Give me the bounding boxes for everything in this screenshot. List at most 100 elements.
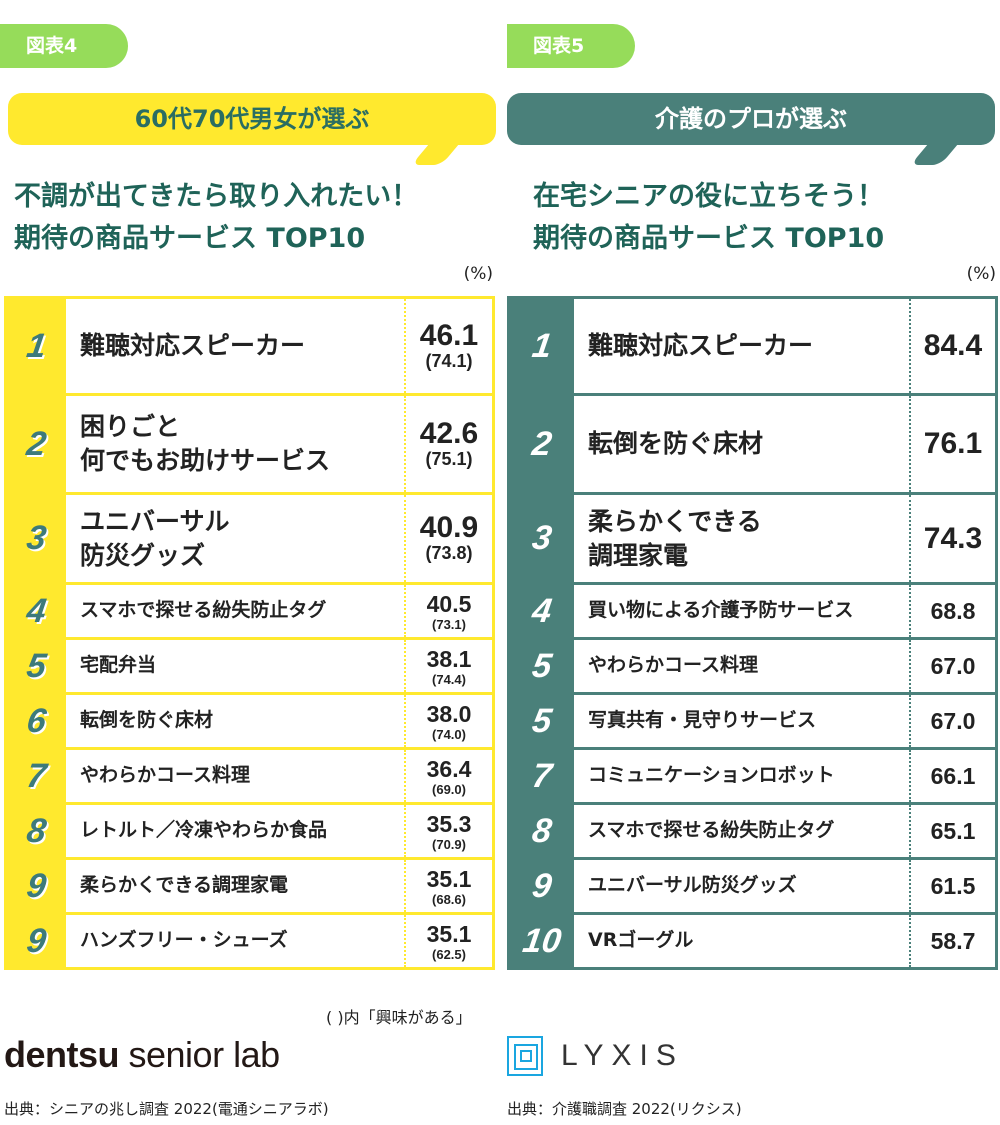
table-row: 6 転倒を防ぐ床材 38.0 (74.0) xyxy=(7,692,492,747)
value: 84.4 xyxy=(923,329,983,362)
source-right: 出典：介護職調査 2022(リクシス) xyxy=(507,1100,742,1118)
value-cell: 40.5 (73.1) xyxy=(404,585,492,637)
unit-label: (%) xyxy=(463,264,493,284)
bubble-text: 介護のプロが選ぶ xyxy=(655,105,847,133)
value-cell: 67.0 xyxy=(909,695,995,747)
lyxis-mark-icon xyxy=(507,1036,543,1076)
table-row: 4 スマホで探せる紛失防止タグ 40.5 (73.1) xyxy=(7,582,492,637)
value: 74.3 xyxy=(923,521,983,555)
heading-line: 期待の商品サービス TOP10 xyxy=(533,223,885,254)
table-row: 3 柔らかくできる 調理家電 74.3 xyxy=(510,492,995,582)
item-name: 買い物による介護予防サービス xyxy=(574,585,909,637)
heading: 不調が出てきたら取り入れたい！ 期待の商品サービス TOP10 xyxy=(14,176,418,260)
heading-line: 在宅シニアの役に立ちそう！ xyxy=(533,181,884,212)
value: 40.9 xyxy=(419,511,479,544)
table-row: 10 VRゴーグル 58.7 xyxy=(510,912,995,967)
item-name: 転倒を防ぐ床材 xyxy=(574,396,909,492)
value-cell: 66.1 xyxy=(909,750,995,802)
item-name: 困りごと 何でもお助けサービス xyxy=(66,396,404,492)
table-row: 5 写真共有・見守りサービス 67.0 xyxy=(510,692,995,747)
interest-value: (74.0) xyxy=(432,727,466,742)
value: 65.1 xyxy=(930,817,976,844)
rank-number: 8 xyxy=(24,811,49,850)
figure-5-panel: 図表5 介護のプロが選ぶ 在宅シニアの役に立ちそう！ 期待の商品サービス TOP1… xyxy=(507,0,1000,1000)
value-cell: 38.1 (74.4) xyxy=(404,640,492,692)
rank-number: 5 xyxy=(529,646,555,685)
speech-bubble: 60代70代男女が選ぶ xyxy=(8,93,496,165)
rank-number: 3 xyxy=(24,519,49,557)
table-row: 9 柔らかくできる調理家電 35.1 (68.6) xyxy=(7,857,492,912)
item-name: レトルト／冷凍やわらか食品 xyxy=(66,805,404,857)
item-name: 柔らかくできる調理家電 xyxy=(66,860,404,912)
value: 67.0 xyxy=(930,707,976,734)
table-row: 8 スマホで探せる紛失防止タグ 65.1 xyxy=(510,802,995,857)
table-row: 7 コミュニケーションロボット 66.1 xyxy=(510,747,995,802)
item-name: 難聴対応スピーカー xyxy=(574,299,909,393)
item-name: VRゴーグル xyxy=(574,915,909,967)
figure-badge: 図表5 xyxy=(507,24,635,68)
table-row: 1 難聴対応スピーカー 84.4 xyxy=(510,299,995,393)
rank-number: 9 xyxy=(24,866,49,905)
value: 40.5 xyxy=(426,591,472,617)
value-cell: 40.9 (73.8) xyxy=(404,495,492,582)
rank-number: 2 xyxy=(529,424,555,463)
interest-value: (69.0) xyxy=(432,782,466,797)
dentsu-senior-lab-logo: dentsu senior lab xyxy=(4,1034,280,1075)
heading-line: 期待の商品サービス TOP10 xyxy=(14,223,366,254)
rank-number: 3 xyxy=(529,519,555,557)
value-cell: 76.1 xyxy=(909,396,995,492)
interest-value: (75.1) xyxy=(425,448,473,469)
rank-number: 2 xyxy=(24,424,49,463)
value-cell: 68.8 xyxy=(909,585,995,637)
rank-number: 1 xyxy=(529,326,555,365)
item-name: 柔らかくできる 調理家電 xyxy=(574,495,909,582)
rank-number: 10 xyxy=(520,921,564,960)
value-cell: 36.4 (69.0) xyxy=(404,750,492,802)
ranking-table: 1 難聴対応スピーカー 84.4 2 転倒を防ぐ床材 76.1 3 柔らかくできる 調理家電 7… xyxy=(507,296,998,970)
rank-number: 4 xyxy=(24,591,49,630)
value: 61.5 xyxy=(930,872,976,899)
item-name: ハンズフリー・シューズ xyxy=(66,915,404,967)
bubble-text: 60代70代男女が選ぶ xyxy=(134,105,370,133)
source-left: 出典：シニアの兆し調査 2022(電通シニアラボ) xyxy=(4,1100,329,1118)
bubble-tail xyxy=(411,135,467,165)
item-name: 宅配弁当 xyxy=(66,640,404,692)
item-name: やわらかコース料理 xyxy=(574,640,909,692)
value: 46.1 xyxy=(419,318,479,352)
speech-bubble: 介護のプロが選ぶ xyxy=(507,93,995,165)
item-name: 転倒を防ぐ床材 xyxy=(66,695,404,747)
rank-number: 7 xyxy=(529,756,555,795)
item-name: スマホで探せる紛失防止タグ xyxy=(66,585,404,637)
interest-value: (73.8) xyxy=(425,543,473,563)
table-row: 8 レトルト／冷凍やわらか食品 35.3 (70.9) xyxy=(7,802,492,857)
item-name: 難聴対応スピーカー xyxy=(66,299,404,393)
value: 66.1 xyxy=(930,762,976,789)
value: 35.3 xyxy=(426,811,472,837)
ranking-table: 1 難聴対応スピーカー 46.1 (74.1) 2 困りごと 何でもお助けサービス 42.6… xyxy=(4,296,495,970)
table-row: 1 難聴対応スピーカー 46.1 (74.1) xyxy=(7,299,492,393)
table-row: 5 やわらかコース料理 67.0 xyxy=(510,637,995,692)
rank-number: 9 xyxy=(24,921,49,960)
value-cell: 46.1 (74.1) xyxy=(404,299,492,393)
lyxis-logo: LYXIS xyxy=(507,1036,684,1076)
value: 76.1 xyxy=(923,427,983,460)
value: 35.1 xyxy=(426,866,472,892)
table-row: 3 ユニバーサル 防災グッズ 40.9 (73.8) xyxy=(7,492,492,582)
value: 36.4 xyxy=(426,756,472,782)
footnote: ( )内「興味がある」 xyxy=(326,1008,472,1027)
value-cell: 74.3 xyxy=(909,495,995,582)
value-cell: 84.4 xyxy=(909,299,995,393)
table-row: 4 買い物による介護予防サービス 68.8 xyxy=(510,582,995,637)
bubble-tail xyxy=(910,135,966,165)
item-name: やわらかコース料理 xyxy=(66,750,404,802)
interest-value: (62.5) xyxy=(432,947,466,962)
interest-value: (73.1) xyxy=(432,617,466,632)
heading: 在宅シニアの役に立ちそう！ 期待の商品サービス TOP10 xyxy=(533,176,884,260)
rank-number: 5 xyxy=(24,646,49,685)
table-row: 2 困りごと 何でもお助けサービス 42.6 (75.1) xyxy=(7,393,492,492)
lyxis-logo-text: LYXIS xyxy=(561,1039,684,1072)
table-row: 9 ユニバーサル防災グッズ 61.5 xyxy=(510,857,995,912)
table-row: 5 宅配弁当 38.1 (74.4) xyxy=(7,637,492,692)
value-cell: 38.0 (74.0) xyxy=(404,695,492,747)
rank-number: 8 xyxy=(529,811,555,850)
